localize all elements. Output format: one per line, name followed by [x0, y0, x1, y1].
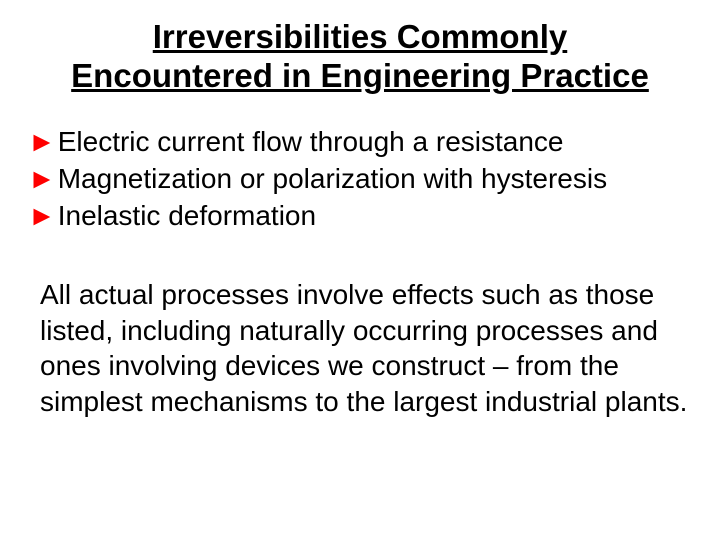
bullet-list: ► Electric current flow through a resist…	[28, 124, 692, 235]
list-item-text: Magnetization or polarization with hyste…	[58, 161, 607, 198]
list-item: ► Electric current flow through a resist…	[28, 124, 692, 161]
body-paragraph: All actual processes involve effects suc…	[28, 277, 692, 420]
list-item: ► Inelastic deformation	[28, 198, 692, 235]
slide: Irreversibilities Commonly Encountered i…	[0, 0, 720, 540]
list-item: ► Magnetization or polarization with hys…	[28, 161, 692, 198]
list-item-text: Electric current flow through a resistan…	[58, 124, 564, 161]
title-line-1: Irreversibilities Commonly	[153, 18, 567, 55]
triangle-bullet-icon: ►	[28, 124, 56, 161]
triangle-bullet-icon: ►	[28, 161, 56, 198]
title-line-2: Encountered in Engineering Practice	[71, 57, 649, 94]
slide-title: Irreversibilities Commonly Encountered i…	[28, 18, 692, 96]
triangle-bullet-icon: ►	[28, 198, 56, 235]
list-item-text: Inelastic deformation	[58, 198, 316, 235]
